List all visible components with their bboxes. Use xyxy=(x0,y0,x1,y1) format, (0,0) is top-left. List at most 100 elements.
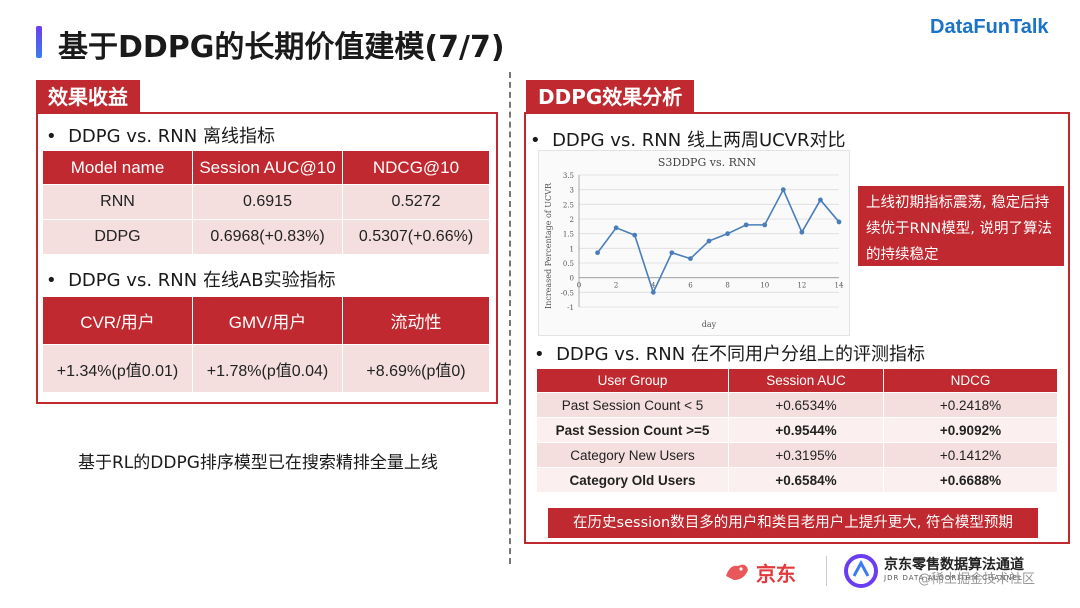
table-cell: Category New Users xyxy=(536,442,729,468)
chart-x-tick-label: 6 xyxy=(688,282,693,290)
table-header-cell: GMV/用户 xyxy=(192,296,343,345)
table-cell: +0.6534% xyxy=(728,392,884,418)
chart-series-line xyxy=(596,187,840,295)
chart-data-point xyxy=(780,187,786,193)
table-cell: 0.5272 xyxy=(342,184,490,220)
channel-logo-icon xyxy=(844,554,878,588)
chart-y-tick-label: 3.5 xyxy=(563,172,574,180)
channel-logo-text: 京东零售数据算法通道 xyxy=(884,557,1024,573)
table-cell: +0.9544% xyxy=(728,417,884,443)
user-group-table: User Group Session AUC NDCG Past Session… xyxy=(536,368,1058,493)
table-header-cell: User Group xyxy=(536,368,729,393)
table-cell: 0.5307(+0.66%) xyxy=(342,219,490,255)
ucvr-chart-container: S3DDPG vs. RNN Increased Percentage of U… xyxy=(538,150,850,336)
left-bullet-online-text: DDPG vs. RNN 在线AB实验指标 xyxy=(68,270,336,291)
table-cell: +8.69%(p值0) xyxy=(342,344,490,393)
table-cell: +0.6688% xyxy=(883,467,1058,493)
column-divider xyxy=(509,72,511,564)
table-cell: +0.3195% xyxy=(728,442,884,468)
left-bullet-online: • DDPG vs. RNN 在线AB实验指标 xyxy=(46,270,336,291)
chart-data-point xyxy=(818,197,823,203)
chart-data-point xyxy=(706,238,712,244)
chart-x-tick-label: 12 xyxy=(797,282,806,290)
table-cell: Past Session Count < 5 xyxy=(536,392,729,418)
chart-data-point xyxy=(743,222,749,228)
ucvr-line-chart: S3DDPG vs. RNN Increased Percentage of U… xyxy=(544,156,844,329)
chart-data-point xyxy=(725,231,730,237)
table-header-cell: Model name xyxy=(42,150,193,185)
table-cell: Category Old Users xyxy=(536,467,729,493)
table-cell: +0.9092% xyxy=(883,417,1058,443)
chart-insight-note: 上线初期指标震荡, 稳定后持续优于RNN模型, 说明了算法的持续稳定 xyxy=(858,186,1064,266)
left-bullet-offline: • DDPG vs. RNN 离线指标 xyxy=(46,126,275,147)
left-bullet-offline-text: DDPG vs. RNN 离线指标 xyxy=(68,126,275,147)
table-row: Past Session Count >=5 +0.9544% +0.9092% xyxy=(536,417,1058,443)
table-cell: RNN xyxy=(42,184,193,220)
chart-data-point xyxy=(799,229,805,235)
right-bullet-ucvr-text: DDPG vs. RNN 线上两周UCVR对比 xyxy=(552,130,846,151)
table-cell: 0.6915 xyxy=(192,184,343,220)
chart-data-point xyxy=(688,256,693,261)
left-panel-box xyxy=(36,112,498,404)
title-accent-bar xyxy=(36,26,42,58)
table-header-cell: Session AUC xyxy=(728,368,884,393)
chart-y-axis-label: Increased Percentage of UCVR xyxy=(544,182,553,309)
table-row: Category New Users +0.3195% +0.1412% xyxy=(536,442,1058,468)
chart-data-point xyxy=(595,250,600,256)
chart-x-axis-label: day xyxy=(702,320,717,329)
jd-dog-icon xyxy=(726,564,748,580)
table-cell: +1.34%(p值0.01) xyxy=(42,344,193,393)
right-panel-tag: DDPG效果分析 xyxy=(526,80,695,114)
chart-x-tick-label: 8 xyxy=(725,282,729,290)
deployment-summary: 基于RL的DDPG排序模型已在搜索精排全量上线 xyxy=(78,453,438,473)
table-header-cell: NDCG xyxy=(883,368,1058,393)
chart-y-tick-label: 1.5 xyxy=(563,231,574,239)
table-header-cell: CVR/用户 xyxy=(42,296,193,345)
chart-y-tick-label: 3 xyxy=(570,187,574,195)
chart-y-tick-label: 1 xyxy=(570,245,574,253)
table-cell: DDPG xyxy=(42,219,193,255)
table-header-cell: 流动性 xyxy=(342,296,490,345)
table-row: Past Session Count < 5 +0.6534% +0.2418% xyxy=(536,392,1058,418)
brand-logo-text: DataFunTalk xyxy=(930,16,1049,38)
chart-data-point xyxy=(613,225,619,231)
right-bullet-groups-text: DDPG vs. RNN 在不同用户分组上的评测指标 xyxy=(556,344,925,365)
table-header-cell: NDCG@10 xyxy=(342,150,490,185)
page-title: 基于DDPG的长期价值建模(7/7) xyxy=(58,30,505,65)
chart-data-point xyxy=(836,219,842,225)
right-bullet-ucvr: • DDPG vs. RNN 线上两周UCVR对比 xyxy=(530,130,846,151)
chart-x-tick-label: 14 xyxy=(835,282,844,290)
table-row: +1.34%(p值0.01) +1.78%(p值0.04) +8.69%(p值0… xyxy=(42,344,490,393)
footer-logos: 京东 京东零售数据算法通道 JDR DATA ALGORITHM CHANNEL… xyxy=(722,552,1062,592)
table-header-row: Model name Session AUC@10 NDCG@10 xyxy=(42,150,490,185)
table-cell: Past Session Count >=5 xyxy=(536,417,729,443)
chart-y-tick-label: 0.5 xyxy=(563,260,574,268)
right-bullet-groups: • DDPG vs. RNN 在不同用户分组上的评测指标 xyxy=(534,344,925,365)
chart-y-tick-label: 2 xyxy=(570,216,574,224)
chart-title: S3DDPG vs. RNN xyxy=(658,156,757,169)
table-cell: +0.2418% xyxy=(883,392,1058,418)
left-panel-tag: 效果收益 xyxy=(36,80,140,114)
chart-y-tick-label: -0.5 xyxy=(561,289,575,297)
chart-data-point xyxy=(762,222,768,228)
chart-data-point xyxy=(669,250,675,256)
table-header-row: CVR/用户 GMV/用户 流动性 xyxy=(42,296,490,345)
logo-divider xyxy=(826,556,827,586)
chart-x-tick-label: 2 xyxy=(614,282,618,290)
table-header-cell: Session AUC@10 xyxy=(192,150,343,185)
chart-data-point xyxy=(650,289,656,295)
chart-data-point xyxy=(632,232,638,238)
table-row: Category Old Users +0.6584% +0.6688% xyxy=(536,467,1058,493)
chart-y-tick-label: 2.5 xyxy=(563,201,574,209)
group-conclusion-note: 在历史session数目多的用户和类目老用户上提升更大, 符合模型预期 xyxy=(548,508,1038,538)
jd-logo-text: 京东 xyxy=(756,562,796,586)
right-panel-box xyxy=(524,112,1070,544)
table-cell: 0.6968(+0.83%) xyxy=(192,219,343,255)
table-row: RNN 0.6915 0.5272 xyxy=(42,184,490,220)
chart-y-tick-label: -1 xyxy=(567,304,574,312)
table-cell: +1.78%(p值0.04) xyxy=(192,344,343,393)
offline-metrics-table: Model name Session AUC@10 NDCG@10 RNN 0.… xyxy=(42,150,490,255)
table-header-row: User Group Session AUC NDCG xyxy=(536,368,1058,393)
watermark-text: @稀土掘金技术社区 xyxy=(918,572,1036,587)
channel-logo-subtext: JDR DATA ALGORITHM CHANNEL xyxy=(884,574,1023,582)
